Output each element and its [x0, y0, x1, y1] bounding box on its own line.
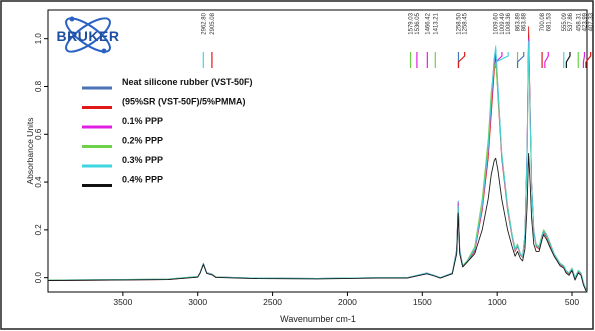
peak-label: 1536.05: [415, 12, 421, 34]
legend-entry: 0.2% PPP: [122, 136, 163, 146]
peak-labels: 2962.80 2905.08 1579.03 1536.05 1466.42 1413.…: [201, 12, 595, 68]
peak-marker: [544, 52, 549, 68]
y-tick-label: 0.6: [34, 128, 43, 140]
x-axis-label: Wavenumber cm-1: [280, 314, 356, 324]
series-line: [47, 152, 588, 293]
peak-label: 1466.42: [425, 12, 431, 34]
peak-label: 1009.49: [500, 12, 506, 34]
peak-label: 1579.03: [408, 12, 414, 34]
peak-label: 2962.80: [201, 12, 207, 34]
peak-label: 1258.50: [456, 12, 462, 34]
peak-label: 863.89: [516, 12, 522, 31]
peak-label: 1413.21: [433, 12, 439, 34]
peak-label: 2905.08: [210, 12, 216, 34]
peak-marker: [565, 52, 571, 68]
x-tick-label: 3500: [113, 297, 132, 307]
x-tick-label: 1000: [488, 297, 507, 307]
logo-text: BRUKER: [57, 28, 120, 44]
peak-label: 863.88: [522, 12, 528, 31]
logo-orbit-icon: [65, 17, 111, 53]
peak-label: 1258.45: [463, 12, 469, 34]
peak-label: 458.31: [576, 12, 582, 31]
x-tick-label: 1500: [413, 297, 432, 307]
legend-entry: Neat silicone rubber (VST-50F): [122, 77, 253, 87]
y-tick-label: 0.0: [34, 272, 43, 284]
y-tick-label: 0.8: [34, 80, 43, 92]
x-tick-label: 2000: [338, 297, 357, 307]
x-tick-label: 500: [565, 297, 579, 307]
peak-label: 1009.60: [494, 12, 500, 34]
logo-electron-icon: [101, 48, 107, 54]
peak-marker: [582, 52, 586, 68]
peak-label: 681.53: [546, 12, 552, 31]
axes: 3500 3000 2500 2000 1500 1000 500 0.0 0.2 0.4 0.6 0…: [34, 33, 579, 307]
peak-label: 537.86: [568, 12, 574, 31]
bruker-logo: BRUKER: [57, 16, 120, 54]
x-tick-label: 2500: [263, 297, 282, 307]
y-tick-label: 1.0: [34, 33, 43, 45]
logo-orbit-icon: [65, 17, 111, 53]
peak-marker: [585, 52, 592, 68]
peak-label: 555.09: [562, 12, 568, 31]
peak-marker: [516, 52, 525, 68]
series-lines: [47, 26, 588, 293]
legend: Neat silicone rubber (VST-50F) (95%SR (VS…: [82, 77, 253, 187]
peak-marker: [457, 52, 466, 68]
y-tick-label: 0.2: [34, 224, 43, 236]
peak-label: 1008.36: [506, 12, 512, 34]
peak-label: 700.08: [540, 12, 546, 31]
y-axis-label: Absorbance Units: [25, 117, 35, 184]
y-tick-label: 0.4: [34, 176, 43, 188]
legend-entry: 0.3% PPP: [122, 155, 163, 165]
legend-entry: 0.1% PPP: [122, 116, 163, 126]
peak-label: 407.33: [589, 12, 595, 31]
peak-label: 423.99: [582, 12, 588, 31]
legend-entry: (95%SR (VST-50F)/5%PMMA): [122, 97, 246, 107]
logo-electron-icon: [69, 16, 75, 22]
x-tick-label: 3000: [188, 297, 207, 307]
plot-area: [47, 9, 588, 293]
legend-entry: 0.4% PPP: [122, 175, 163, 185]
